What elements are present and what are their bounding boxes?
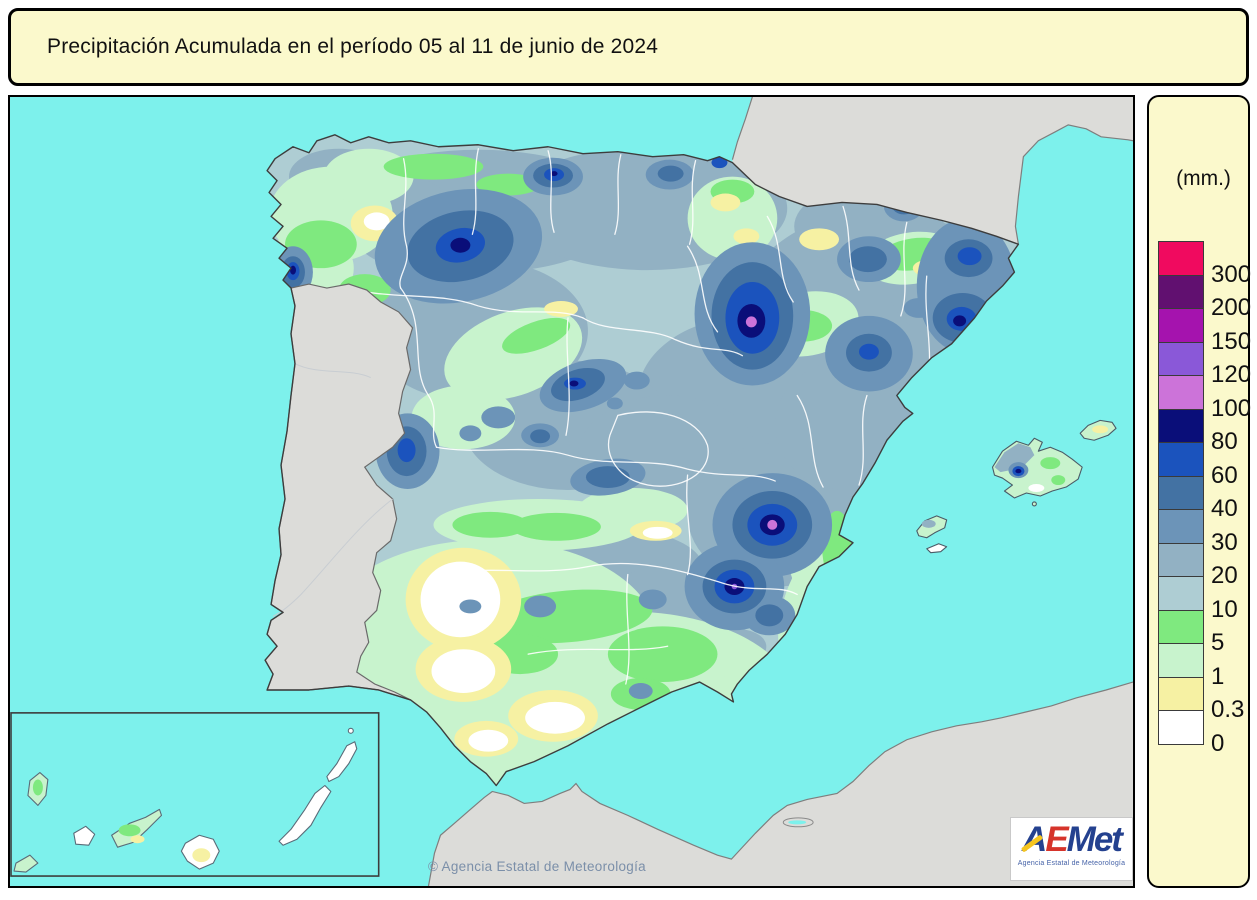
legend-band: 60 xyxy=(1158,442,1251,487)
legend-band: 40 xyxy=(1158,475,1251,521)
spain-precipitation-map xyxy=(10,97,1133,886)
legend-band: 0.3 xyxy=(1158,676,1251,722)
legend-band: 5 xyxy=(1158,609,1251,655)
legend-label: 80 xyxy=(1211,428,1238,455)
legend-scale: 300 200 150 120 100 80 60 40 30 20 10 5 1 0.3 0 xyxy=(1158,241,1251,755)
canary-islands-inset xyxy=(10,712,380,877)
legend-swatch xyxy=(1158,442,1204,477)
legend-swatch xyxy=(1158,341,1204,376)
legend-label: 200 xyxy=(1211,294,1252,321)
legend-swatch xyxy=(1158,274,1204,309)
legend-label: 60 xyxy=(1211,461,1238,489)
legend-label: 5 xyxy=(1211,629,1225,656)
map-panel: © Agencia Estatal de Meteorología AEMet … xyxy=(8,95,1135,888)
legend-label: 0 xyxy=(1211,729,1225,757)
legend-swatch xyxy=(1158,509,1204,544)
legend-label: 1 xyxy=(1211,662,1225,690)
aemet-logo-subtitle: Agencia Estatal de Meteorología xyxy=(1017,860,1126,867)
legend-panel: (mm.) 300 200 150 120 100 80 60 40 30 20 10 5 1 0.3 0 xyxy=(1147,95,1251,888)
balearic-islands xyxy=(916,419,1117,554)
legend-label: 10 xyxy=(1211,595,1238,623)
map-title: Precipitación Acumulada en el período 05… xyxy=(47,35,659,58)
legend-band: 30 xyxy=(1158,509,1251,554)
legend-band: 0 xyxy=(1158,710,1251,755)
legend-band: 120 xyxy=(1158,341,1251,387)
region-france xyxy=(731,97,1133,245)
legend-band: 20 xyxy=(1158,542,1251,588)
legend-swatch xyxy=(1158,609,1204,644)
legend-label: 120 xyxy=(1211,361,1252,388)
legend-swatch xyxy=(1158,475,1204,510)
legend-swatch xyxy=(1158,408,1204,443)
legend-label: 30 xyxy=(1211,528,1238,556)
legend-label: 300 xyxy=(1211,260,1252,288)
precipitation-contours xyxy=(265,146,1019,786)
aemet-logo: AEMet Agencia Estatal de Meteorología xyxy=(1010,817,1133,881)
copyright-text: © Agencia Estatal de Meteorología xyxy=(428,859,646,874)
legend-band: 100 xyxy=(1158,375,1251,420)
legend-swatch xyxy=(1158,576,1204,611)
legend-label: 150 xyxy=(1211,327,1252,355)
legend-band: 150 xyxy=(1158,308,1251,353)
legend-label: 20 xyxy=(1211,562,1238,589)
precipitation-maxima-dots xyxy=(731,316,778,590)
legend-swatch xyxy=(1158,375,1204,410)
legend-unit-label: (mm.) xyxy=(1176,167,1231,190)
legend-band: 1 xyxy=(1158,643,1251,688)
province-borders xyxy=(338,148,931,685)
legend-swatch xyxy=(1158,308,1204,343)
aemet-logo-word: AEMet xyxy=(1020,820,1123,860)
legend-band: 200 xyxy=(1158,274,1251,320)
legend-band: 10 xyxy=(1158,576,1251,621)
legend-label: 100 xyxy=(1211,394,1252,422)
legend-swatch xyxy=(1158,241,1204,276)
legend-swatch xyxy=(1158,643,1204,678)
title-panel: Precipitación Acumulada en el período 05… xyxy=(8,8,1249,86)
coastline-spain xyxy=(264,134,1020,787)
legend-label: 40 xyxy=(1211,495,1238,522)
legend-band: 300 xyxy=(1158,241,1251,286)
region-africa xyxy=(427,681,1133,886)
legend-swatch xyxy=(1158,710,1204,745)
legend-swatch xyxy=(1158,542,1204,577)
legend-label: 0.3 xyxy=(1211,696,1245,723)
legend-swatch xyxy=(1158,676,1204,711)
